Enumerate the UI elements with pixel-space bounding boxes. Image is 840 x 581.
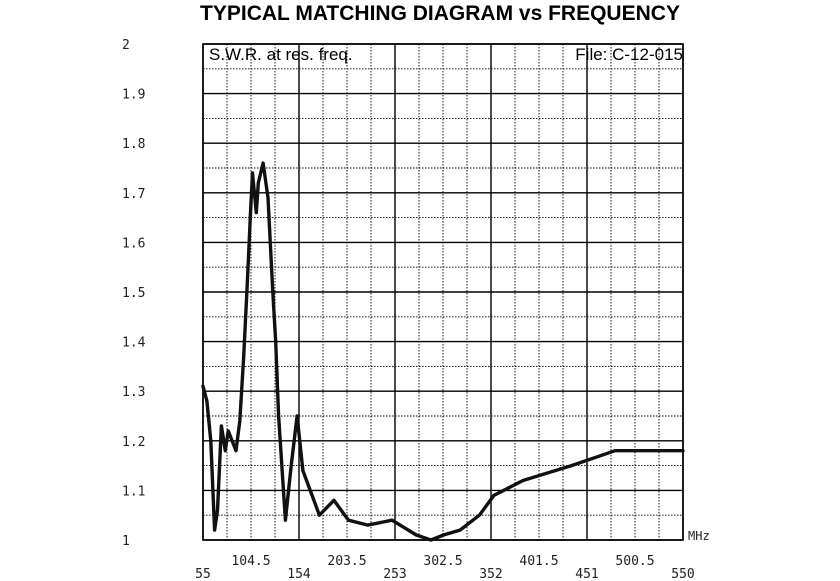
y-tick-label: 1.2 (122, 435, 145, 450)
y-tick-label: 1.6 (122, 236, 145, 251)
file-label: File: C-12-015 (575, 45, 683, 64)
chart-grid (202, 43, 684, 541)
x-axis-unit: MHz (688, 529, 710, 543)
y-tick-label: 1.1 (122, 484, 145, 499)
x-tick-label: 352 (479, 567, 502, 581)
x-tick-label: 550 (671, 567, 694, 581)
chart-subtitle: S.W.R. at res. freq. (209, 45, 353, 64)
plot-frame (202, 43, 684, 541)
x-tick-label: 104.5 (231, 554, 270, 569)
y-axis-ticks: 2 1.9 1.8 1.7 1.6 1.5 1.4 1.3 1.2 1.1 1 (122, 38, 146, 549)
x-tick-label: 253 (383, 567, 406, 581)
y-tick-label: 1.7 (122, 187, 145, 202)
y-tick-label: 2 (122, 38, 130, 53)
x-tick-label: 154 (287, 567, 311, 581)
swr-line (201, 161, 685, 542)
x-tick-label: 401.5 (519, 554, 558, 569)
y-tick-label: 1 (122, 534, 130, 549)
y-tick-label: 1.8 (122, 137, 145, 152)
x-tick-label: 500.5 (615, 554, 654, 569)
y-tick-label: 1.3 (122, 385, 145, 400)
y-tick-label: 1.4 (122, 336, 146, 351)
y-tick-label: 1.9 (122, 88, 145, 103)
x-tick-label: 302.5 (423, 554, 462, 569)
y-tick-label: 1.5 (122, 286, 145, 301)
x-tick-label: 203.5 (327, 554, 366, 569)
chart-series (201, 161, 685, 542)
x-tick-label: 55 (195, 567, 211, 581)
x-axis-ticks: 104.5 203.5 302.5 401.5 500.5 55 154 253 352 451 5… (195, 554, 695, 581)
x-tick-label: 451 (575, 567, 598, 581)
chart-title: TYPICAL MATCHING DIAGRAM vs FREQUENCY (200, 2, 680, 25)
